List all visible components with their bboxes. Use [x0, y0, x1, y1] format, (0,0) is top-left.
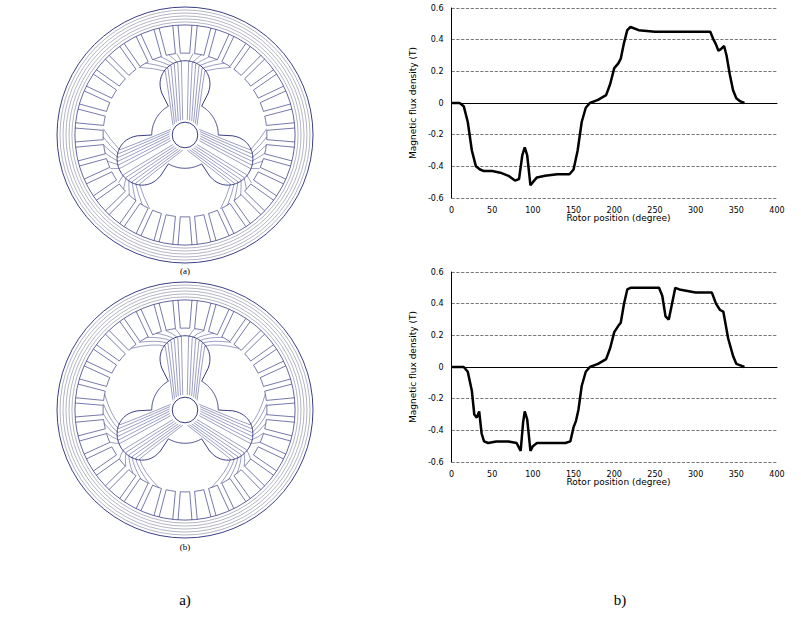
svg-text:400: 400 [769, 206, 784, 215]
html-text:(a): (a) [180, 266, 190, 276]
svg-text:200: 200 [606, 469, 622, 479]
svg-text:0: 0 [449, 206, 454, 215]
svg-text:100: 100 [525, 470, 540, 479]
svg-text:300: 300 [688, 470, 703, 479]
svg-text:0.6: 0.6 [431, 268, 444, 277]
svg-text:50: 50 [487, 470, 497, 479]
svg-text:-0.4: -0.4 [428, 162, 444, 171]
svg-text:0.6: 0.6 [431, 4, 444, 13]
svg-text:350: 350 [729, 470, 744, 479]
svg-text:250: 250 [647, 205, 663, 215]
svg-text:Magnetic flux density (T): Magnetic flux density (T) [408, 311, 418, 423]
svg-text:50: 50 [487, 206, 497, 215]
svg-text:0.2: 0.2 [431, 331, 444, 340]
svg-text:300: 300 [688, 206, 703, 215]
svg-text:Rotor position (degree): Rotor position (degree) [566, 477, 670, 487]
svg-text:400: 400 [769, 470, 784, 479]
svg-text:150: 150 [565, 205, 582, 215]
svg-text:0.4: 0.4 [431, 35, 444, 44]
svg-text:100: 100 [525, 206, 540, 215]
html-text:a): a) [179, 592, 191, 608]
svg-text:Magnetic flux density (T): Magnetic flux density (T) [408, 47, 418, 159]
svg-text:-0.2: -0.2 [428, 394, 444, 403]
svg-text:0: 0 [438, 363, 443, 372]
html-text:b): b) [613, 592, 627, 608]
svg-text:Rotor position (degree): Rotor position (degree) [566, 213, 670, 223]
svg-text:-0.6: -0.6 [428, 458, 444, 467]
html-text:(b): (b) [179, 542, 191, 552]
svg-text:250: 250 [647, 469, 663, 479]
svg-text:150: 150 [565, 469, 582, 479]
svg-text:0.2: 0.2 [431, 67, 444, 76]
svg-text:-0.2: -0.2 [428, 130, 444, 139]
svg-text:350: 350 [729, 206, 744, 215]
svg-text:0.4: 0.4 [431, 299, 444, 308]
svg-text:200: 200 [606, 205, 622, 215]
svg-text:0: 0 [449, 470, 454, 479]
svg-text:-0.4: -0.4 [428, 426, 444, 435]
svg-text:-0.6: -0.6 [428, 194, 444, 203]
svg-text:0: 0 [438, 99, 443, 108]
